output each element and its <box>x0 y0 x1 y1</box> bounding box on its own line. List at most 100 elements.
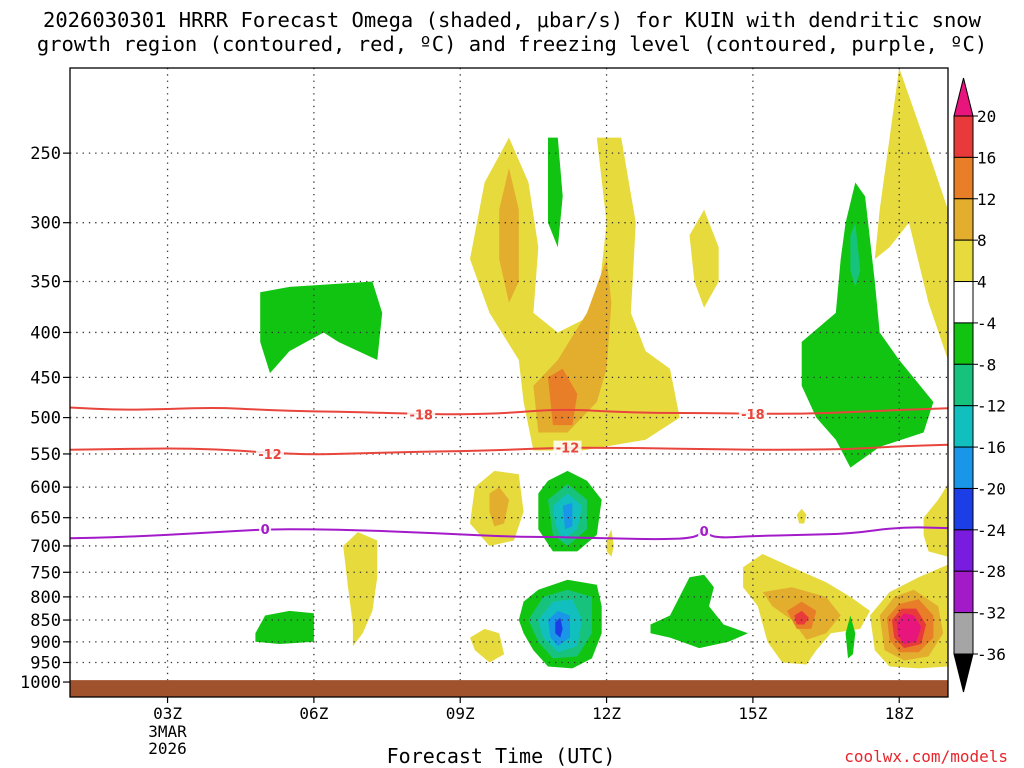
colorbar-box-4_8 <box>953 239 974 283</box>
colorbar-label-12: 12 <box>977 190 996 209</box>
contour-label-bg-dgz-minus12-1 <box>553 440 582 455</box>
colorbar-label-16: 16 <box>977 148 996 167</box>
omega-region-7 <box>874 68 948 360</box>
omega-region-19 <box>343 532 378 647</box>
contour-lines <box>69 406 949 541</box>
colorbar-top-triangle <box>953 77 974 117</box>
colorbar-label--32: -32 <box>977 604 1006 623</box>
colorbar-box-m36_m32 <box>953 612 974 655</box>
contour-label-dgz-minus12-1: -12 <box>556 442 580 457</box>
omega-region-3 <box>548 368 578 426</box>
contour-label-dgz-minus18-0: -18 <box>409 409 433 424</box>
colorbar-box-12_16 <box>953 156 974 200</box>
y-tick-label-350: 350 <box>30 273 61 293</box>
y-tick-label-500: 500 <box>30 409 61 429</box>
y-tick-label-650: 650 <box>30 509 61 529</box>
chart-title-line-2: growth region (contoured, red, ºC) and f… <box>36 32 988 56</box>
chart-title: 2026030301 HRRR Forecast Omega (shaded, … <box>0 8 1024 56</box>
omega-shaded-regions <box>255 68 948 669</box>
omega-region-15 <box>562 502 573 530</box>
contour-dgz-minus18 <box>69 406 949 416</box>
y-tick-label-1000: 1000 <box>20 673 61 693</box>
contour-label-dgz-minus12-0: -12 <box>258 448 282 463</box>
ground-surface <box>70 680 948 697</box>
omega-region-0 <box>470 137 680 451</box>
omega-region-8 <box>801 182 934 468</box>
omega-region-16 <box>606 529 614 557</box>
y-tick-label-450: 450 <box>30 368 61 388</box>
x-tick-sublabel-0: 3MAR <box>148 722 187 741</box>
contour-dgz-minus12 <box>69 443 949 456</box>
omega-region-1 <box>499 168 519 303</box>
y-tick-label-400: 400 <box>30 323 61 343</box>
x-tick-sublabel-1: 2026 <box>148 739 187 758</box>
colorbar-box-m4_4 <box>953 281 974 324</box>
y-tick-label-600: 600 <box>30 478 61 498</box>
omega-region-6 <box>689 209 719 308</box>
y-tick-label-900: 900 <box>30 633 61 653</box>
x-tick-label-15Z: 15Z <box>738 704 767 723</box>
colorbar-label--8: -8 <box>977 355 996 374</box>
colorbar-box-16_20 <box>953 115 974 158</box>
x-axis-title: Forecast Time (UTC) <box>0 744 1024 768</box>
contour-label-dgz-minus18-1: -18 <box>741 408 765 423</box>
omega-region-31 <box>794 610 809 625</box>
y-tick-label-300: 300 <box>30 214 61 234</box>
colorbar-box-m16_m12 <box>953 405 974 448</box>
colorbar-label--24: -24 <box>977 521 1006 540</box>
y-tick-label-950: 950 <box>30 653 61 673</box>
colorbar-box-m28_m24 <box>953 529 974 572</box>
colorbar-label-8: 8 <box>977 231 987 250</box>
colorbar-label--36: -36 <box>977 645 1006 664</box>
contour-label-bg-freezing-level-1 <box>698 523 711 538</box>
plot-frame <box>69 67 949 698</box>
omega-region-9 <box>850 222 861 287</box>
colorbar-label--28: -28 <box>977 562 1006 581</box>
colorbar-boxes <box>953 77 974 693</box>
omega-region-18 <box>923 484 948 557</box>
contour-labels: -18 -18 -12 -12 0 0 <box>255 406 767 540</box>
y-axis: 2503003504004505005506006507007508008509… <box>20 144 70 693</box>
y-tick-label-550: 550 <box>30 445 61 465</box>
contour-label-bg-dgz-minus12-0 <box>255 446 284 461</box>
omega-region-21 <box>470 628 505 663</box>
y-tick-label-700: 700 <box>30 537 61 557</box>
colorbar-label--16: -16 <box>977 438 1006 457</box>
colorbar-label-20: 20 <box>977 107 996 126</box>
omega-region-4 <box>548 137 563 248</box>
x-tick-label-06Z: 06Z <box>299 704 328 723</box>
x-tick-label-03Z: 03Z <box>153 704 182 723</box>
colorbar-box-8_12 <box>953 198 974 241</box>
colorbar-labels: 20 16 12 8 4 -4 -8 -12 -16 -20 -24 -28 -32 -36 <box>973 107 1006 664</box>
gridlines <box>70 68 948 681</box>
y-tick-label-850: 850 <box>30 611 61 631</box>
omega-region-26 <box>555 617 563 638</box>
omega-region-37 <box>896 613 922 644</box>
colorbar-box-m12_m8 <box>953 363 974 407</box>
omega-region-11 <box>489 487 509 527</box>
colorbar-box-m8_m4 <box>953 322 974 365</box>
omega-region-17 <box>796 508 807 524</box>
colorbar-label--12: -12 <box>977 397 1006 416</box>
x-tick-label-18Z: 18Z <box>885 704 914 723</box>
x-axis-title-text: Forecast Time (UTC) <box>386 744 616 768</box>
x-tick-label-12Z: 12Z <box>592 704 621 723</box>
y-tick-label-750: 750 <box>30 563 61 583</box>
omega-region-32 <box>845 615 856 659</box>
colorbar-label--4: -4 <box>977 314 996 333</box>
colorbar-label--20: -20 <box>977 479 1006 498</box>
chart-title-line-1: 2026030301 HRRR Forecast Omega (shaded, … <box>43 8 981 32</box>
contour-label-freezing-level-1: 0 <box>700 525 709 540</box>
credit-text: coolwx.com/models <box>844 747 1008 766</box>
contour-freezing-level <box>69 526 949 541</box>
colorbar-label-4: 4 <box>977 273 987 292</box>
contour-label-bg-dgz-minus18-0 <box>407 407 436 422</box>
omega-region-27 <box>650 574 748 649</box>
colorbar-box-m32_m28 <box>953 570 974 614</box>
omega-region-5 <box>260 281 383 374</box>
colorbar-bottom-triangle <box>953 653 974 693</box>
colorbar-box-m24_m20 <box>953 487 974 531</box>
contour-label-freezing-level-0: 0 <box>261 523 270 538</box>
